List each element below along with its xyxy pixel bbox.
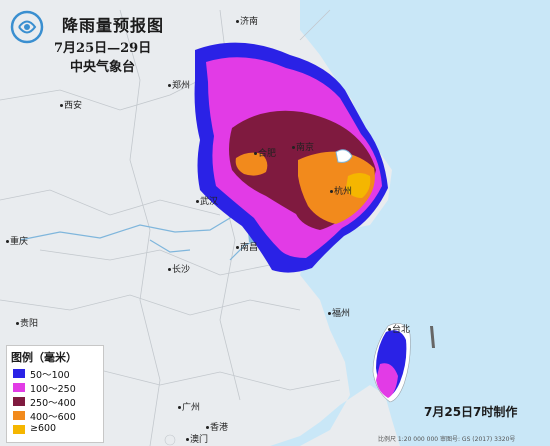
city-changsha: 长沙	[168, 262, 190, 275]
city-label: 西安	[64, 101, 83, 111]
legend-label: 50～100	[30, 370, 70, 381]
city-nanchang: 南昌	[236, 240, 258, 253]
city-label: 澳门	[190, 435, 209, 445]
city-label: 贵阳	[20, 319, 39, 329]
pescadores-bar	[430, 326, 435, 348]
city-label: 香港	[210, 423, 229, 433]
city-label: 重庆	[10, 237, 29, 247]
legend-swatch	[13, 411, 25, 420]
city-taibei: 台北	[388, 322, 410, 335]
city-jinan: 济南	[236, 14, 258, 27]
city-label: 济南	[240, 17, 259, 27]
legend-title: 图例（毫米）	[11, 351, 77, 364]
city-label: 南京	[296, 143, 315, 153]
city-nanjing: 南京	[292, 140, 314, 153]
city-label: 台北	[392, 325, 411, 335]
city-label: 广州	[182, 403, 201, 413]
organization: 中央气象台	[70, 60, 136, 75]
city-chongqing: 重庆	[6, 234, 28, 247]
legend: 图例（毫米） 50～100 100～250 250～400 400～600 ≥6…	[6, 345, 104, 443]
city-xian: 西安	[60, 98, 82, 111]
city-wuhan: 武汉	[196, 194, 218, 207]
city-label: 杭州	[334, 187, 353, 197]
legend-label: 250～400	[30, 398, 76, 409]
city-label: 长沙	[172, 265, 191, 275]
city-label: 南昌	[240, 243, 259, 253]
city-hefei: 合肥	[254, 146, 276, 159]
taiwan-rain-100-250	[376, 363, 398, 398]
legend-swatch	[13, 397, 25, 406]
city-guangzhou: 广州	[178, 400, 200, 413]
legend-swatch	[13, 369, 25, 378]
taihu-lake	[335, 149, 353, 163]
map-title: 降雨量预报图	[62, 16, 165, 35]
sea-area	[270, 0, 550, 446]
city-label: 武汉	[200, 197, 219, 207]
legend-label: ≥600	[30, 423, 57, 434]
legend-swatch	[13, 425, 25, 434]
legend-label: 400～600	[30, 412, 76, 423]
city-label: 合肥	[258, 149, 277, 159]
rain-area-400-600-east	[298, 151, 375, 224]
scale-note: 比例尺 1:20 000 000 审图号: GS (2017) 3320号	[378, 436, 516, 443]
city-guiyang: 贵阳	[16, 316, 38, 329]
date-range: 7月25日—29日	[54, 41, 152, 56]
city-zhengzhou: 郑州	[168, 78, 190, 91]
city-label: 郑州	[172, 81, 191, 91]
rain-area-400-600-west	[235, 152, 268, 176]
legend-label: 100～250	[30, 384, 76, 395]
legend-swatch	[13, 383, 25, 392]
city-label: 福州	[332, 309, 351, 319]
rain-area-600-plus	[346, 173, 371, 198]
city-aomen: 澳门	[186, 432, 208, 445]
made-time: 7月25日7时制作	[424, 405, 518, 419]
hainan-hint	[164, 434, 176, 446]
title-box: 降雨量预报图 7月25日—29日 中央气象台	[4, 4, 180, 75]
cma-logo-icon	[10, 10, 44, 44]
city-xianggang: 香港	[206, 420, 228, 433]
city-hangzhou: 杭州	[330, 184, 352, 197]
city-fuzhou: 福州	[328, 306, 350, 319]
